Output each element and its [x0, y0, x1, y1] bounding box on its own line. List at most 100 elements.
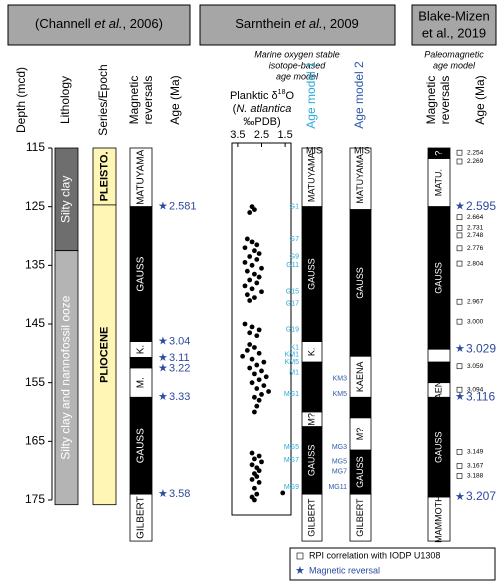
data-point [261, 359, 267, 365]
column-label: reversals [141, 76, 155, 125]
segment [427, 348, 451, 363]
rpi-age: 3.149 [467, 449, 484, 456]
column-label: Age (Ma) [473, 75, 487, 124]
mis-event: G11 [286, 262, 299, 269]
data-point [249, 239, 255, 245]
rpi-box [456, 463, 463, 469]
segment-label: MAMMOTH [433, 495, 443, 543]
age-label: 3.33 [169, 391, 190, 403]
segment-label: PLIOCENE [98, 327, 110, 383]
data-point [247, 342, 253, 347]
data-point [256, 468, 262, 474]
y-tick-label: 135 [25, 258, 45, 272]
data-point [254, 242, 260, 248]
age-label: 3.58 [169, 488, 190, 500]
text-part: O [285, 90, 294, 102]
mis-event: M1 [289, 370, 299, 377]
subtitle: Marine oxygen stable [254, 49, 340, 59]
header-box [7, 4, 191, 46]
star: ★ [455, 201, 465, 213]
data-point [249, 356, 255, 362]
age-label: 3.029 [466, 341, 496, 355]
mis-event: MG5 [332, 459, 347, 466]
star: ★ [455, 491, 465, 503]
data-point [256, 274, 262, 280]
x-tick-label: 3.5 [230, 129, 245, 141]
data-point [254, 474, 260, 479]
age-label: 2.595 [466, 199, 496, 213]
header-text: Sarnthein et al., 2009 [235, 16, 359, 31]
rpi-box [456, 473, 463, 479]
star: ★ [455, 343, 465, 355]
segment-label: MATUYAMA [355, 154, 365, 204]
mis-event: KM5 [285, 359, 300, 366]
data-point [244, 236, 250, 242]
rpi-box [456, 386, 463, 393]
data-point [249, 477, 255, 482]
rpi-age: 2.776 [467, 245, 484, 252]
data-point [254, 362, 260, 368]
rpi-age: 2.269 [467, 158, 484, 165]
segment-label: GAUSS [433, 262, 443, 294]
data-point [252, 394, 257, 400]
data-point [244, 348, 250, 353]
segment-label: GAUSS [136, 256, 147, 291]
rpi-age: 2.731 [467, 225, 484, 232]
data-point [254, 403, 260, 409]
subtitle: age model [276, 71, 319, 81]
plot-title: Planktic δ18O [230, 89, 295, 102]
segment [301, 361, 323, 413]
segment-label: Silty clay and nannofossil ooze [59, 295, 73, 459]
data-point [247, 254, 253, 259]
data-point [242, 260, 248, 265]
rpi-box [456, 214, 463, 221]
data-point [240, 353, 246, 359]
segment-label: K. [306, 348, 316, 357]
data-point [259, 265, 264, 271]
star: ★ [455, 391, 465, 403]
data-point [259, 392, 264, 397]
data-point [249, 262, 255, 268]
segment-label: GILBERT [136, 496, 147, 539]
star: ★ [158, 352, 168, 364]
header-text: (Channell et al., 2006) [35, 16, 163, 31]
segment-label: GAUSS [306, 258, 316, 290]
data-point [256, 453, 262, 459]
column-label: Series/Epoch [96, 64, 110, 135]
segment [427, 496, 451, 542]
legend-swatch [296, 552, 304, 560]
rpi-box [456, 363, 463, 370]
column-label: Age model 2 [352, 61, 366, 129]
rpi-box [456, 449, 463, 455]
x-tick-label: 2.5 [254, 129, 269, 141]
segment-label: GAUSS [355, 267, 365, 299]
data-point [247, 277, 253, 283]
data-point [259, 289, 264, 295]
star: ★ [158, 362, 168, 374]
data-point [259, 368, 264, 374]
data-point [254, 386, 260, 391]
rpi-age: 2.967 [467, 298, 484, 305]
y-tick-label: 175 [25, 492, 45, 506]
data-point [252, 207, 257, 213]
data-point [244, 268, 250, 274]
mis-event: MG3 [332, 444, 347, 451]
column-label: Age model 1 [304, 61, 318, 129]
segment-label: GAUSS [433, 431, 443, 463]
rpi-age: 3.167 [467, 463, 484, 470]
star: ★ [158, 201, 168, 213]
header-text: et al., 2019 [422, 25, 486, 40]
mis-event: MG9 [284, 484, 299, 491]
data-point [252, 497, 257, 503]
plot-title: ‰PDB) [243, 116, 280, 128]
segment-label: GAUSS [136, 428, 147, 463]
data-point [256, 251, 262, 256]
text-part: Planktic δ [230, 90, 278, 102]
data-point [252, 485, 257, 491]
data-point [249, 380, 255, 386]
text-part: , 2009 [323, 16, 359, 31]
y-tick-label: 155 [25, 375, 45, 389]
column-label: Age (Ma) [168, 75, 182, 124]
segment-label: GAUSS [355, 456, 365, 488]
age-label: 3.207 [466, 489, 496, 503]
